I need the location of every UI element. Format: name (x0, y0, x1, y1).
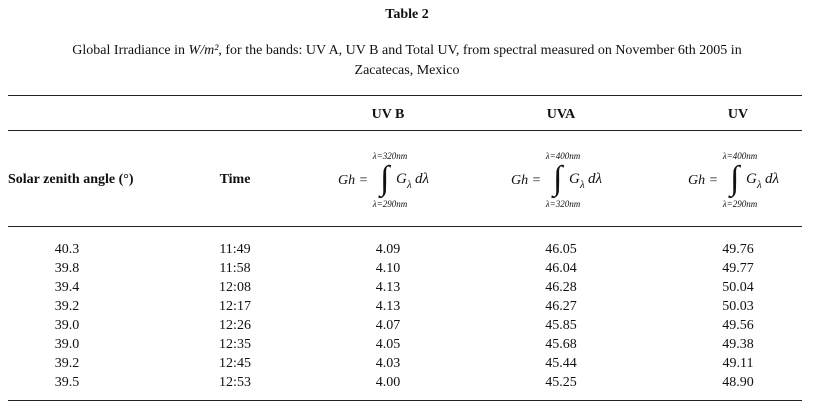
column-header: Solar zenith angle (°) (8, 172, 134, 187)
cell: 39.2 (54, 299, 80, 314)
cell: 12:08 (219, 280, 251, 295)
cell: 4.10 (375, 261, 401, 276)
limit-upper: λ=400nm (545, 151, 581, 161)
cell: 11:49 (219, 242, 251, 257)
subscript: λ (407, 179, 412, 191)
cell: 45.68 (545, 337, 577, 352)
cell: 46.27 (545, 299, 577, 314)
cell: 39.0 (54, 318, 80, 333)
cell: 4.09 (375, 242, 401, 257)
integral-sign: ∫ (553, 160, 563, 197)
integrand: G (746, 171, 757, 187)
cell: 49.11 (722, 356, 754, 371)
cell: 50.04 (722, 280, 754, 295)
cell: 48.90 (722, 375, 754, 390)
cell: 45.25 (545, 375, 577, 390)
limit-lower: λ=320nm (545, 199, 581, 209)
cell: 11:58 (219, 261, 251, 276)
cell: 4.13 (375, 280, 401, 295)
cell: 12:45 (219, 356, 251, 371)
formula-lhs: Gh = (688, 173, 719, 188)
rule (8, 400, 802, 401)
cell: 12:26 (219, 318, 251, 333)
rule (8, 226, 802, 227)
column-header: Time (219, 172, 251, 187)
limit-lower: λ=290nm (722, 199, 758, 209)
cell: 12:17 (219, 299, 251, 314)
cell: 49.76 (722, 242, 754, 257)
formula-lhs: Gh = (511, 173, 542, 188)
caption-unit: W/m² (188, 43, 219, 58)
limit-lower: λ=290nm (372, 199, 408, 209)
cell: 4.07 (375, 318, 401, 333)
table-title: Table 2 (385, 7, 429, 22)
cell: 39.2 (54, 356, 80, 371)
cell: 39.0 (54, 337, 80, 352)
limit-upper: λ=320nm (372, 151, 408, 161)
caption-text: Global Irradiance in (72, 43, 189, 58)
cell: 4.00 (375, 375, 401, 390)
cell: 46.05 (545, 242, 577, 257)
cell: 49.77 (722, 261, 754, 276)
cell: 12:35 (219, 337, 251, 352)
band-header: UV (727, 107, 749, 122)
subscript: λ (757, 179, 762, 191)
cell: 39.5 (54, 375, 80, 390)
cell: 46.04 (545, 261, 577, 276)
limit-upper: λ=400nm (722, 151, 758, 161)
cell: 39.4 (54, 280, 80, 295)
cell: 50.03 (722, 299, 754, 314)
band-header: UV B (371, 107, 405, 122)
caption-text: , for the bands: UV A, UV B and Total UV… (218, 43, 742, 58)
integrand: G (396, 171, 407, 187)
caption: Global Irradiance in W/m², for the bands… (72, 44, 741, 58)
differential: dλ (765, 171, 779, 187)
differential: dλ (588, 171, 602, 187)
cell: 4.03 (375, 356, 401, 371)
cell: 12:53 (219, 375, 251, 390)
formula-lhs: Gh = (338, 173, 369, 188)
caption-line: Zacatecas, Mexico (354, 63, 460, 78)
subscript: λ (580, 179, 585, 191)
integral-sign: ∫ (730, 160, 740, 197)
cell: 39.8 (54, 261, 80, 276)
cell: 4.05 (375, 337, 401, 352)
rule (8, 95, 802, 96)
cell: 40.3 (54, 242, 80, 257)
integral-sign: ∫ (380, 160, 390, 197)
differential: dλ (415, 171, 429, 187)
integrand: G (569, 171, 580, 187)
cell: 45.44 (545, 356, 577, 371)
cell: 4.13 (375, 299, 401, 314)
cell: 49.56 (722, 318, 754, 333)
cell: 46.28 (545, 280, 577, 295)
cell: 49.38 (722, 337, 754, 352)
rule (8, 130, 802, 131)
band-header: UVA (546, 107, 576, 122)
cell: 45.85 (545, 318, 577, 333)
